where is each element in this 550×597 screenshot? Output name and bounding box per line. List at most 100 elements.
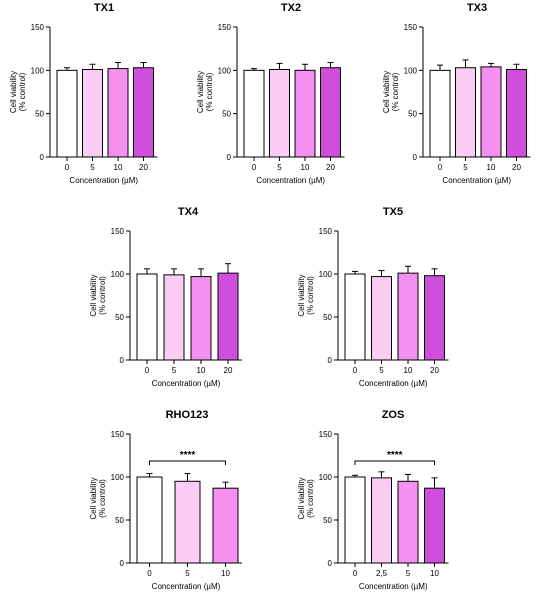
x-tick-label: 20	[430, 366, 439, 375]
y-tick-label: 50	[222, 110, 231, 119]
chart-title: TX2	[281, 2, 301, 14]
bar	[136, 273, 158, 361]
bar	[269, 68, 290, 158]
bar	[107, 68, 129, 158]
x-tick-label: 0	[252, 163, 257, 172]
y-tick-label: 150	[218, 23, 232, 32]
x-axis-label: Concentration (µM)	[152, 582, 221, 591]
y-tick-label: 0	[328, 356, 333, 365]
x-axis-label: Concentration (µM)	[442, 176, 511, 185]
x-tick-label: 20	[512, 163, 521, 172]
bar	[56, 69, 78, 158]
y-axis-label: (% control)	[98, 276, 107, 315]
y-axis-label: Cell viability	[89, 477, 98, 519]
y-tick-label: 0	[328, 559, 333, 568]
y-axis-label: Cell viability	[196, 71, 205, 113]
bar	[397, 480, 419, 564]
y-tick-label: 150	[31, 23, 45, 32]
x-tick-label: 5	[172, 366, 177, 375]
bar	[133, 67, 154, 158]
y-tick-label: 150	[404, 23, 418, 32]
bar	[429, 69, 451, 158]
bar	[371, 477, 392, 564]
x-tick-label: 0	[145, 366, 150, 375]
x-tick-label: 10	[221, 569, 230, 578]
chart-title: TX5	[383, 206, 403, 218]
x-tick-label: 20	[224, 366, 233, 375]
x-tick-label: 10	[114, 163, 123, 172]
bar	[163, 274, 185, 361]
significance-label: ****	[180, 450, 196, 461]
x-tick-label: 5	[463, 163, 468, 172]
x-axis-label: Concentration (µM)	[359, 379, 428, 388]
bar	[424, 487, 445, 564]
y-axis-label: (% control)	[306, 276, 315, 315]
x-tick-label: 0	[438, 163, 443, 172]
y-tick-label: 0	[120, 356, 125, 365]
x-tick-label: 5	[90, 163, 95, 172]
chart-title: TX1	[94, 2, 114, 14]
bar	[212, 487, 239, 564]
x-tick-label: 0	[353, 366, 358, 375]
y-axis-label: (% control)	[18, 72, 27, 111]
y-axis-label: Cell viability	[382, 71, 391, 113]
x-axis-label: Concentration (µM)	[69, 176, 138, 185]
x-tick-label: 10	[301, 163, 310, 172]
y-tick-label: 0	[120, 559, 125, 568]
y-axis-label: (% control)	[205, 72, 214, 111]
y-tick-label: 150	[319, 227, 333, 236]
significance-bracket	[149, 460, 226, 465]
bar	[480, 66, 502, 158]
x-axis-label: Concentration (µM)	[256, 176, 325, 185]
bar	[320, 67, 341, 158]
y-axis-label: (% control)	[391, 72, 400, 111]
y-axis-label: Cell viability	[297, 274, 306, 316]
x-tick-label: 0	[147, 569, 152, 578]
bar	[424, 275, 445, 361]
y-axis-label: Cell viability	[297, 477, 306, 519]
y-tick-label: 0	[413, 153, 418, 162]
significance-bracket	[354, 460, 435, 465]
x-tick-label: 5	[379, 366, 384, 375]
bar	[344, 476, 366, 564]
y-tick-label: 150	[111, 227, 125, 236]
x-tick-label: 2,5	[376, 569, 388, 578]
y-tick-label: 0	[40, 153, 45, 162]
y-tick-label: 50	[408, 110, 417, 119]
y-tick-label: 150	[319, 430, 333, 439]
x-tick-label: 0	[353, 569, 358, 578]
y-tick-label: 50	[35, 110, 44, 119]
x-tick-label: 10	[487, 163, 496, 172]
y-tick-label: 50	[115, 313, 124, 322]
bar	[506, 68, 527, 158]
x-tick-label: 20	[139, 163, 148, 172]
bar	[344, 273, 366, 361]
y-tick-label: 50	[323, 516, 332, 525]
y-axis-label: (% control)	[306, 479, 315, 518]
x-tick-label: 10	[430, 569, 439, 578]
x-axis-label: Concentration (µM)	[152, 379, 221, 388]
y-tick-label: 100	[218, 66, 232, 75]
bar	[455, 67, 476, 158]
y-axis-label: (% control)	[98, 479, 107, 518]
bar	[190, 276, 212, 361]
bar	[371, 276, 392, 361]
x-tick-label: 10	[197, 366, 206, 375]
chart-title: ZOS	[382, 409, 405, 421]
chart-title: TX4	[178, 206, 199, 218]
x-tick-label: 5	[277, 163, 282, 172]
x-tick-label: 10	[404, 366, 413, 375]
y-tick-label: 100	[111, 270, 125, 279]
bar	[217, 272, 239, 361]
chart-title: RHO123	[166, 409, 209, 421]
x-tick-label: 20	[326, 163, 335, 172]
bar	[294, 69, 316, 158]
y-tick-label: 100	[319, 270, 333, 279]
y-tick-label: 50	[323, 313, 332, 322]
